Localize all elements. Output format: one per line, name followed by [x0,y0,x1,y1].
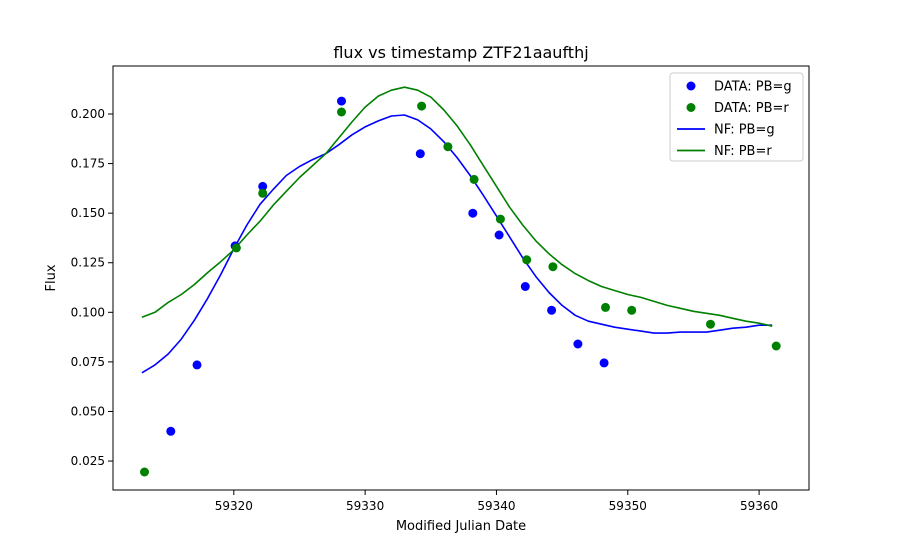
y-tick-label: 0.200 [71,107,105,121]
x-axis-label: Modified Julian Date [396,519,526,534]
data-point [468,208,478,218]
data-point [771,341,781,351]
x-tick-label: 59340 [477,499,515,513]
legend-label: DATA: PB=g [714,80,792,95]
data-point [231,243,241,253]
data-point [494,230,504,240]
point-layer [140,96,781,477]
data-point [337,96,346,106]
y-tick-label: 0.075 [71,355,105,369]
data-point [495,214,505,224]
data-point [258,181,268,191]
data-point [548,262,558,272]
legend-label: NF: PB=g [714,123,775,138]
data-point [522,255,532,265]
legend-label: NF: PB=r [714,144,772,159]
legend: DATA: PB=g DATA: PB=r NF: PB=g NF: PB=r [669,72,804,162]
data-point [140,467,149,477]
plot-area [112,65,810,491]
data-point [601,302,610,312]
x-tick-label: 59330 [346,499,384,513]
x-tick-label: 59350 [609,499,647,513]
data-point [520,282,530,291]
line-layer [141,86,773,374]
legend-box [669,72,804,162]
data-point [415,149,425,159]
legend-point-marker [686,81,696,91]
data-point [627,305,637,315]
chart-title: flux vs timestamp ZTF21aaufthj [333,43,588,62]
x-tick-label: 59360 [740,499,778,513]
axes-frame [112,65,810,491]
data-point [192,360,202,370]
data-point [547,305,557,315]
data-point [337,107,346,117]
y-axis: 0.025 0.050 0.075 0.100 0.125 0.150 0.175 0.200 [71,107,113,468]
x-axis: 59320 59330 59340 59350 59360 [215,490,778,513]
legend-point-marker [686,103,696,112]
series-line-3 [141,86,773,327]
data-point [443,142,453,152]
y-tick-label: 0.175 [71,157,105,171]
y-tick-label: 0.100 [71,305,105,319]
data-point [599,358,609,368]
y-tick-label: 0.050 [71,404,105,418]
data-point [166,426,176,436]
data-point [258,188,268,198]
y-tick-label: 0.025 [71,454,105,468]
x-tick-label: 59320 [215,499,253,513]
data-point [706,319,715,329]
legend-label: DATA: PB=r [714,101,789,116]
data-point [573,339,583,349]
data-point [469,174,479,184]
data-point [417,101,427,111]
y-tick-label: 0.125 [71,256,105,270]
y-axis-label: Flux [44,264,59,291]
y-tick-label: 0.150 [71,206,105,220]
series-line-2 [141,114,773,374]
